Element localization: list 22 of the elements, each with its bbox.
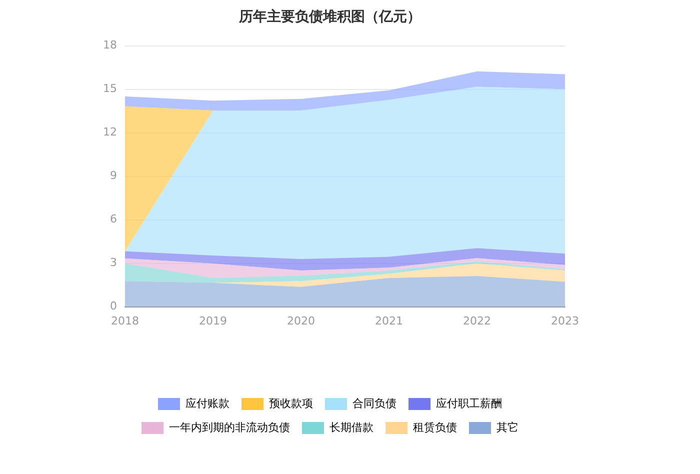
y-tick-label: 18 [102, 38, 117, 52]
legend-label: 应付职工薪酬 [436, 396, 502, 410]
x-tick-label: 2018 [110, 314, 139, 328]
legend-label: 其它 [496, 420, 518, 434]
x-tick-label: 2021 [375, 314, 403, 328]
y-tick-label: 9 [110, 169, 117, 182]
x-tick-label: 2019 [199, 314, 227, 328]
x-tick-label: 2023 [551, 314, 579, 328]
legend-label: 租赁负债 [413, 420, 457, 434]
legend-label: 长期借款 [330, 420, 374, 434]
x-tick-label: 2022 [463, 314, 491, 328]
legend-label: 应付账款 [186, 396, 230, 410]
chart-title: 历年主要负债堆积图（亿元） [238, 8, 421, 26]
y-tick-label: 6 [110, 212, 117, 226]
y-tick-label: 3 [110, 256, 117, 270]
y-tick-label: 15 [102, 82, 117, 96]
legend-label: 合同负债 [352, 396, 396, 410]
y-tick-label: 12 [102, 126, 117, 139]
x-tick-label: 2020 [287, 314, 315, 328]
legend-label: 预收款项 [269, 396, 313, 410]
y-tick-label: 0 [110, 300, 117, 313]
legend-label: 一年内到期的非流动负债 [169, 420, 290, 434]
